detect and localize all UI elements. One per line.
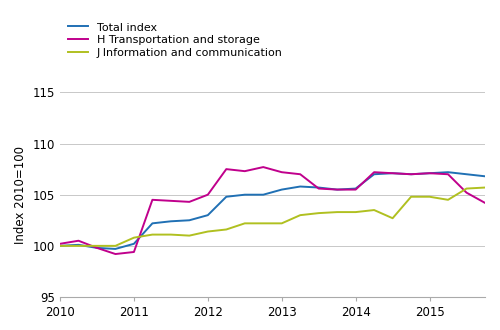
H Transportation and storage: [316, 186, 322, 190]
H Transportation and storage: [112, 252, 118, 256]
Total index: [426, 171, 432, 175]
J Information and communication: [408, 195, 414, 199]
Total index: [94, 246, 100, 250]
Total index: [464, 172, 469, 176]
J Information and communication: [482, 185, 488, 189]
Total index: [316, 185, 322, 189]
Line: J Information and communication: J Information and communication: [60, 187, 485, 246]
H Transportation and storage: [426, 171, 432, 175]
H Transportation and storage: [224, 167, 230, 171]
J Information and communication: [76, 244, 82, 248]
Total index: [112, 247, 118, 251]
J Information and communication: [278, 221, 284, 225]
H Transportation and storage: [408, 172, 414, 176]
J Information and communication: [352, 210, 358, 214]
H Transportation and storage: [371, 170, 377, 174]
H Transportation and storage: [57, 242, 63, 246]
J Information and communication: [371, 208, 377, 212]
J Information and communication: [426, 195, 432, 199]
Total index: [260, 193, 266, 197]
Total index: [482, 174, 488, 178]
J Information and communication: [131, 236, 137, 240]
Total index: [57, 244, 63, 248]
H Transportation and storage: [186, 200, 192, 204]
J Information and communication: [57, 244, 63, 248]
H Transportation and storage: [278, 170, 284, 174]
H Transportation and storage: [76, 239, 82, 243]
H Transportation and storage: [242, 169, 248, 173]
Legend: Total index, H Transportation and storage, J Information and communication: Total index, H Transportation and storag…: [66, 20, 285, 60]
Total index: [297, 184, 303, 188]
H Transportation and storage: [464, 191, 469, 195]
H Transportation and storage: [168, 199, 174, 203]
J Information and communication: [390, 216, 396, 220]
H Transportation and storage: [482, 201, 488, 205]
J Information and communication: [445, 198, 451, 202]
H Transportation and storage: [205, 193, 211, 197]
H Transportation and storage: [334, 187, 340, 191]
J Information and communication: [260, 221, 266, 225]
J Information and communication: [186, 234, 192, 238]
Total index: [205, 213, 211, 217]
H Transportation and storage: [352, 187, 358, 191]
Total index: [168, 219, 174, 223]
Total index: [224, 195, 230, 199]
J Information and communication: [224, 227, 230, 231]
Total index: [390, 171, 396, 175]
Total index: [131, 242, 137, 246]
J Information and communication: [464, 186, 469, 190]
H Transportation and storage: [94, 246, 100, 250]
J Information and communication: [205, 230, 211, 234]
J Information and communication: [94, 244, 100, 248]
H Transportation and storage: [131, 250, 137, 254]
Total index: [371, 172, 377, 176]
J Information and communication: [112, 244, 118, 248]
J Information and communication: [297, 213, 303, 217]
H Transportation and storage: [390, 171, 396, 175]
J Information and communication: [242, 221, 248, 225]
Line: Total index: Total index: [60, 172, 485, 249]
J Information and communication: [334, 210, 340, 214]
H Transportation and storage: [260, 165, 266, 169]
Total index: [352, 186, 358, 190]
H Transportation and storage: [297, 172, 303, 176]
J Information and communication: [316, 211, 322, 215]
Total index: [334, 187, 340, 191]
J Information and communication: [150, 233, 156, 237]
H Transportation and storage: [150, 198, 156, 202]
Y-axis label: Index 2010=100: Index 2010=100: [14, 146, 27, 244]
Total index: [150, 221, 156, 225]
H Transportation and storage: [445, 172, 451, 176]
Total index: [76, 243, 82, 247]
Total index: [186, 218, 192, 222]
Total index: [278, 187, 284, 191]
J Information and communication: [168, 233, 174, 237]
Line: H Transportation and storage: H Transportation and storage: [60, 167, 485, 254]
Total index: [242, 193, 248, 197]
Total index: [445, 170, 451, 174]
Total index: [408, 172, 414, 176]
